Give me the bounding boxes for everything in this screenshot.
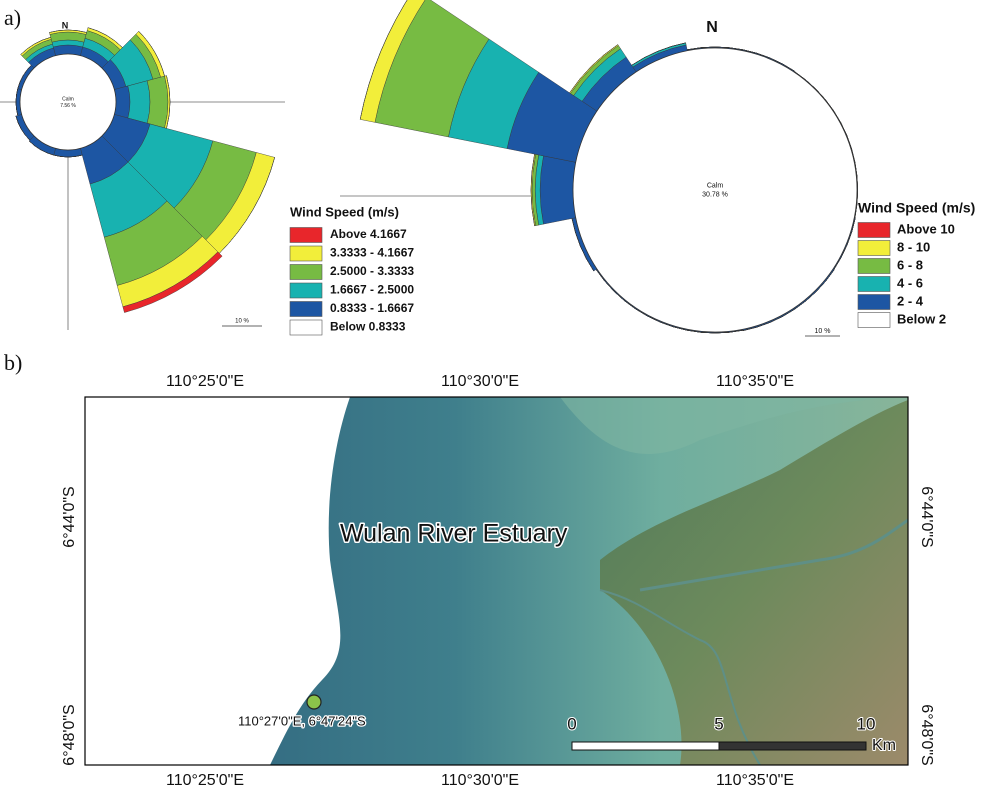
panel-label: a) bbox=[4, 5, 21, 30]
lon-label: 110°35'0"E bbox=[716, 373, 794, 390]
calm-title: Calm bbox=[62, 96, 74, 102]
legend-swatch bbox=[289, 282, 323, 299]
scale-unit: Km bbox=[872, 737, 896, 754]
legend-label: 1.6667 - 2.5000 bbox=[330, 283, 414, 297]
rose-segment bbox=[127, 80, 151, 124]
rose-segment bbox=[146, 75, 169, 129]
legend-swatch bbox=[857, 240, 891, 256]
lon-label: 110°30'0"E bbox=[441, 772, 519, 789]
rose-segment bbox=[20, 37, 51, 55]
lon-label: 110°25'0"E bbox=[166, 772, 244, 789]
legend-label: Below 2 bbox=[897, 311, 946, 326]
scale-tick-label: 10 bbox=[857, 714, 876, 733]
calm-value: 30.78 % bbox=[702, 192, 728, 199]
calm-value: 7.56 % bbox=[60, 103, 76, 109]
legend-label: Above 4.1667 bbox=[330, 227, 407, 241]
lon-label: 110°35'0"E bbox=[716, 772, 794, 789]
rose-segment bbox=[122, 251, 223, 313]
station-label: 110°27'0"E, 6°47'24"S bbox=[238, 713, 366, 728]
rose-segment bbox=[539, 155, 576, 225]
river bbox=[639, 518, 908, 592]
legend-title: Wind Speed (m/s) bbox=[858, 200, 975, 216]
legend-label: 3.3333 - 4.1667 bbox=[330, 246, 414, 260]
scale-label: 10 % bbox=[235, 319, 249, 325]
rose-segment bbox=[114, 85, 131, 119]
rose-segment bbox=[359, 0, 408, 120]
legend-label: 4 - 6 bbox=[897, 275, 923, 290]
legend-label: 6 - 8 bbox=[897, 257, 923, 272]
lat-label: 6°44'0"S bbox=[918, 486, 935, 547]
legend-label: 8 - 10 bbox=[897, 239, 930, 254]
rose-segment bbox=[28, 140, 54, 156]
legend-swatch bbox=[857, 294, 891, 310]
lon-label: 110°25'0"E bbox=[166, 373, 244, 390]
calm-title: Calm bbox=[707, 183, 724, 190]
legend-label: 0.8333 - 1.6667 bbox=[330, 301, 414, 315]
station-marker bbox=[306, 694, 322, 710]
legend-swatch bbox=[289, 264, 323, 280]
rose-segment bbox=[742, 49, 795, 72]
lon-label: 110°30'0"E bbox=[441, 373, 519, 390]
river bbox=[599, 589, 761, 765]
scale-segment bbox=[718, 741, 867, 751]
legend-title: Wind Speed (m/s) bbox=[290, 204, 399, 219]
lat-label: 6°48'0"S bbox=[61, 704, 78, 765]
no-data bbox=[85, 397, 350, 765]
legend-swatch bbox=[857, 276, 891, 292]
legend-swatch bbox=[857, 222, 891, 238]
scale-tick-label: 0 bbox=[567, 714, 576, 733]
legend-swatch bbox=[289, 301, 323, 317]
map-labels: 110°25'0"E 110°25'0"E 110°30'0"E 110°30'0"E… bbox=[61, 373, 935, 789]
scale-tick-label: 5 bbox=[714, 714, 723, 733]
north-label: N bbox=[62, 20, 69, 30]
scale-label: 10 % bbox=[815, 328, 831, 335]
legend-swatch bbox=[289, 227, 323, 243]
map-frame bbox=[84, 396, 909, 766]
legend-label: 2 - 4 bbox=[897, 293, 924, 308]
calm-circle bbox=[572, 47, 858, 333]
map bbox=[85, 397, 908, 765]
lat-label: 6°44'0"S bbox=[61, 486, 78, 547]
north-label: N bbox=[706, 19, 718, 36]
legend-label: Above 10 bbox=[897, 221, 955, 236]
legend-swatch bbox=[857, 258, 891, 274]
panel-label: b) bbox=[4, 350, 22, 375]
legend-swatch bbox=[857, 312, 891, 328]
land bbox=[600, 400, 908, 765]
legend-label: Below 0.8333 bbox=[330, 320, 406, 334]
lat-label: 6°48'0"S bbox=[918, 704, 935, 765]
legend-swatch bbox=[289, 245, 323, 262]
scale-segment bbox=[571, 741, 720, 751]
place-label: Wulan River Estuary bbox=[340, 520, 568, 548]
shallow bbox=[560, 397, 908, 454]
legend-swatch bbox=[289, 319, 323, 336]
legend-label: 2.5000 - 3.3333 bbox=[330, 264, 414, 278]
calm-circle bbox=[19, 53, 117, 151]
